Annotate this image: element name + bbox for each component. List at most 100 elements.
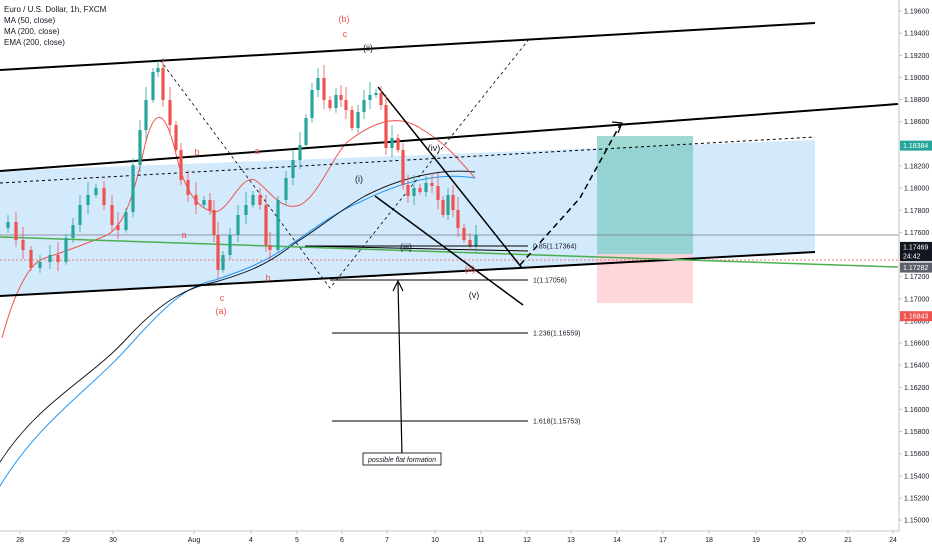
price-tick-label: 1.18800 bbox=[904, 97, 929, 104]
price-tick-label: 1.16800 bbox=[904, 318, 929, 325]
candle-body bbox=[344, 100, 348, 110]
ema200-line bbox=[0, 175, 476, 487]
wave-label: (iv) bbox=[428, 143, 441, 153]
fib-level-label: 1.236(1.16559) bbox=[533, 331, 580, 338]
wave-label: (b) bbox=[339, 14, 350, 24]
candle-body bbox=[244, 205, 248, 215]
price-tick-label: 1.16400 bbox=[904, 363, 929, 370]
candle-body bbox=[291, 160, 295, 178]
price-tick-label: 1.16000 bbox=[904, 407, 929, 414]
candle-body bbox=[94, 188, 98, 195]
candle-body bbox=[384, 105, 388, 148]
projection-arrow-line bbox=[519, 124, 621, 266]
candle-body bbox=[258, 195, 262, 205]
price-tick-label: 1.15800 bbox=[904, 429, 929, 436]
candle-body bbox=[406, 185, 410, 196]
wave-label: a bbox=[181, 230, 186, 240]
candle-body bbox=[441, 200, 445, 215]
price-tick-label: 1.18200 bbox=[904, 163, 929, 170]
candle-body bbox=[161, 68, 165, 100]
projection-arrow-head bbox=[611, 121, 623, 134]
time-tick-label: 19 bbox=[752, 537, 760, 544]
time-tick-label: 21 bbox=[844, 537, 852, 544]
candle-body bbox=[208, 200, 212, 210]
fib-level-label: 1.618(1.15753) bbox=[533, 419, 580, 426]
legend-ma50: MA (50, close) bbox=[4, 16, 56, 25]
legend-ma200: MA (200, close) bbox=[4, 27, 60, 36]
candle-body bbox=[310, 90, 314, 118]
candle-body bbox=[21, 240, 25, 250]
ma200-line bbox=[0, 170, 476, 463]
candle-body bbox=[236, 215, 240, 235]
candle-body bbox=[251, 195, 255, 205]
channel-top-line bbox=[0, 22, 816, 71]
price-tick-label: 1.15400 bbox=[904, 473, 929, 480]
dashed-v-lines bbox=[159, 37, 531, 289]
candle-body bbox=[86, 195, 90, 205]
annotation-arrow-shaft bbox=[397, 282, 403, 456]
price-tick-label: 1.15000 bbox=[904, 518, 929, 525]
candle-body bbox=[474, 235, 478, 246]
price-tick-label: 1.17000 bbox=[904, 296, 929, 303]
time-tick-label: 30 bbox=[109, 537, 117, 544]
wave-label: a bbox=[254, 146, 259, 156]
candle-body bbox=[401, 150, 405, 185]
candle-body bbox=[298, 145, 302, 160]
price-tick-label: 1.19200 bbox=[904, 53, 929, 60]
annotation-text: possible flat formation bbox=[367, 457, 436, 464]
wave-label: (v) bbox=[469, 290, 480, 300]
time-tick-label: 10 bbox=[431, 537, 439, 544]
wave-label: (iii) bbox=[400, 242, 412, 252]
candle-body bbox=[144, 100, 148, 130]
channel-mid-line bbox=[0, 103, 899, 172]
wave-label: (c) bbox=[465, 264, 476, 274]
price-tick-label: 1.17800 bbox=[904, 208, 929, 215]
candle-body bbox=[456, 210, 460, 228]
time-tick-label: 13 bbox=[567, 537, 575, 544]
candle-body bbox=[131, 165, 135, 212]
time-tick-label: 20 bbox=[798, 537, 806, 544]
price-tag bbox=[900, 241, 932, 252]
candle-body bbox=[29, 250, 33, 268]
target-zone bbox=[597, 136, 693, 254]
candle-body bbox=[468, 240, 472, 246]
candle-body bbox=[374, 93, 378, 95]
price-tick-label: 1.19400 bbox=[904, 31, 929, 38]
price-tag bbox=[900, 262, 932, 273]
candle-body bbox=[268, 245, 272, 250]
time-tick-label: 28 bbox=[16, 537, 24, 544]
wedge-upper-line bbox=[377, 86, 523, 269]
legend-ema200: EMA (200, close) bbox=[4, 38, 65, 47]
candle-body bbox=[179, 150, 183, 180]
candle-body bbox=[138, 130, 142, 165]
candle-body bbox=[350, 110, 354, 128]
candle-body bbox=[368, 95, 372, 100]
price-axis-bg bbox=[899, 0, 932, 550]
wave-label: b bbox=[194, 147, 199, 157]
time-tick-label: 6 bbox=[340, 537, 344, 544]
legend-symbol: Euro / U.S. Dollar, 1h, FXCM bbox=[4, 5, 107, 14]
price-tag-label: 1.17469 bbox=[903, 244, 928, 251]
time-tick-label: 7 bbox=[385, 537, 389, 544]
candle-body bbox=[56, 255, 60, 262]
chart-legend: Euro / U.S. Dollar, 1h, FXCM MA (50, clo… bbox=[4, 4, 106, 48]
candle-body bbox=[390, 138, 394, 148]
candle-body bbox=[430, 183, 434, 186]
wave-iii-line bbox=[304, 245, 529, 252]
time-tick-label: 12 bbox=[523, 537, 531, 544]
candle-body bbox=[424, 183, 428, 192]
time-tick-label: 11 bbox=[477, 537, 484, 544]
candles bbox=[6, 58, 478, 280]
candle-body bbox=[446, 195, 450, 215]
candle-body bbox=[228, 235, 232, 255]
time-tick-label: Aug bbox=[188, 537, 201, 544]
candle-body bbox=[78, 205, 82, 225]
candle-body bbox=[451, 195, 455, 210]
candle-body bbox=[396, 138, 400, 150]
price-tick-label: 1.16200 bbox=[904, 385, 929, 392]
candle-body bbox=[221, 255, 225, 270]
time-tick-label: 18 bbox=[705, 537, 713, 544]
channel-dashed-line bbox=[0, 136, 816, 184]
time-tick-label: 29 bbox=[62, 537, 70, 544]
